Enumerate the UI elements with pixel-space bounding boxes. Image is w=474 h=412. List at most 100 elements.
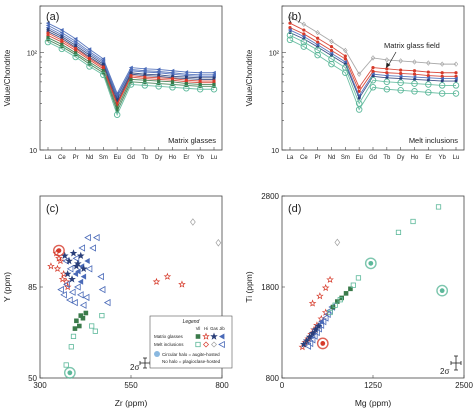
series-point [329,44,334,49]
series-point [301,21,307,27]
series-point [286,36,294,44]
series-point [357,96,361,100]
series-point [183,84,190,92]
y-tick-label: 85 [28,283,37,292]
series-point [170,80,175,84]
halo-ring [53,244,65,257]
x-tick-label: 0 [280,381,285,390]
series-point [329,38,334,45]
x-tick-label-sm: Sm [99,155,108,161]
x-tick-label-yb: Yb [438,155,446,161]
legend-col-hi: Hi [204,326,208,331]
series-point [411,80,418,87]
point-gas-star [314,322,323,330]
series-point [385,76,389,80]
panel-d-frame [281,195,465,379]
legend-symbol-gas-matrix [210,332,218,340]
point-vil-square-filled [80,315,86,321]
y-tick-label: 10² [269,51,280,58]
series-point [184,81,188,86]
legend-col-jib: Jib [219,326,225,331]
point-vil-square-open [70,333,77,340]
point-hi-star [56,257,65,265]
point-vil-square-filled [348,286,353,292]
x-tick-label-ce: Ce [300,155,308,161]
series-point [60,42,64,47]
series-point [385,67,389,71]
series-point [74,48,78,53]
legend-box [149,315,233,369]
x-tick-label-tb: Tb [141,155,149,161]
point-jib-triangle-open [68,288,76,296]
series-point [454,79,458,83]
y-tick-label: 10 [271,148,279,155]
series-point [315,29,320,36]
halo-ring [316,337,329,350]
point-hi-star [308,299,317,307]
series-point [300,38,308,46]
point-gas-star [302,336,311,344]
series-point [141,82,149,89]
panel-d-points [298,204,449,351]
point-hi-halo [316,337,329,350]
series-point [115,109,119,113]
series-point [452,90,460,97]
legend-symbol-vil-melt [195,341,201,348]
series-point [73,36,78,41]
panel-a-x-ticks: La Ce Pr Nd Sm Eu Gd Tb Dy Ho Er Yb Lu [45,147,217,161]
series-point [316,40,320,44]
series-point [328,60,335,68]
series-point [287,28,292,33]
series-point [453,76,458,81]
legend-title: Legend [183,319,200,325]
series-point [440,79,444,83]
x-tick-label-yb: Yb [196,155,204,161]
point-vil-square-filled [72,326,78,331]
panel-c-y-axis-label: Y (ppm) [2,272,12,302]
point-gas-star [305,333,314,341]
point-jib-triangle-open [79,301,87,309]
series-point [60,44,64,49]
legend-row-melt-inclusions: Melt inclusions [154,342,184,347]
point-gas-star [68,275,76,283]
series-point [300,43,308,50]
series-point [383,78,391,86]
x-tick-label-ho: Ho [169,155,177,161]
legend-symbol-hi-matrix [202,332,210,340]
point-vil-square-open [99,312,105,319]
series-point [157,79,161,83]
series-point [301,34,306,39]
series-point [356,71,362,77]
point-teal-halo [436,284,449,297]
x-tick-label-dy: Dy [397,155,404,161]
series-point [87,62,92,66]
panel-a-series [44,21,218,118]
point-hi-star [316,292,324,300]
series-point [384,57,390,63]
x-tick-label-ce: Ce [58,155,66,161]
series-point [397,79,404,86]
point-teal-halo [63,366,76,379]
legend-symbol-vil-matrix [195,334,201,339]
series-point [46,36,50,40]
series-point [438,82,446,89]
point-jib-triangle-open [98,285,106,294]
point-gas-star [300,340,308,348]
x-tick-label-ho: Ho [411,155,419,161]
point-gas-star [79,264,88,273]
series-point [59,28,64,33]
point-grey-diamond-open [334,238,341,247]
series-point [370,55,376,61]
point-jib-triangle-open [76,291,84,299]
panel-b-x-ticks: La Ce Pr Nd Sm Eu Gd Tb Dy Ho Er Yb Lu [287,147,459,161]
point-gas-star [308,329,317,337]
series-point [412,59,417,65]
series-line-teal [289,39,456,111]
point-vil-square-open [337,297,343,303]
point-vil-square-filled [343,291,349,296]
x-tick-label: 550 [124,381,138,390]
series-point [46,38,50,42]
legend-halo-icon [154,351,160,357]
series-point [86,63,93,70]
point-teal-halo [364,257,377,270]
